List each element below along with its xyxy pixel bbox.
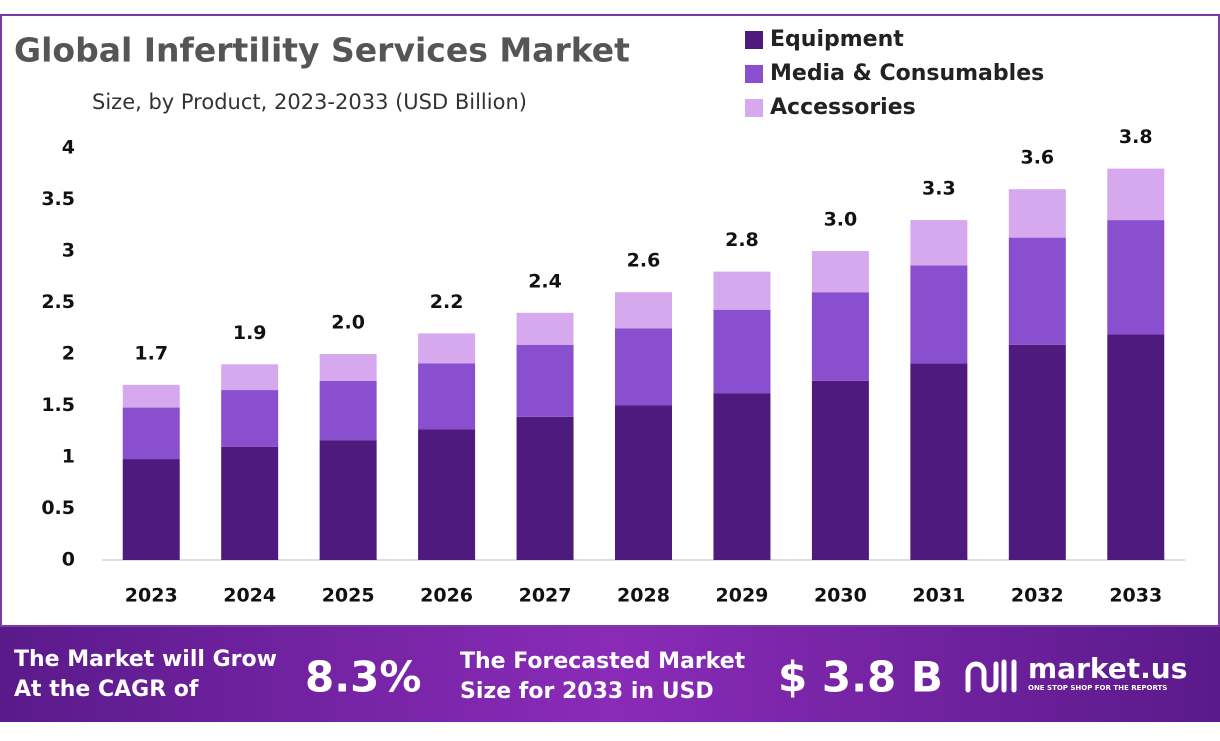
y-tick-label: 3 <box>62 240 75 262</box>
x-tick-label: 2025 <box>322 585 375 607</box>
chart-title: Global Infertility Services Market <box>14 31 630 70</box>
x-tick-label: 2027 <box>519 585 572 607</box>
bar-segment <box>713 271 771 310</box>
brand-logo <box>965 659 1017 693</box>
bar-segment <box>811 380 869 560</box>
footer-text: The Market will Grow <box>14 647 277 672</box>
y-tick-label: 0 <box>62 549 75 571</box>
y-tick-label: 2.5 <box>41 291 75 313</box>
total-label: 2.8 <box>725 229 759 251</box>
legend-swatch <box>745 65 763 83</box>
bar-segment <box>615 328 672 406</box>
y-tick-label: 1.5 <box>41 394 75 416</box>
bar-segment <box>1008 237 1066 345</box>
x-tick-label: 2029 <box>716 585 769 607</box>
bar-segment <box>1008 344 1066 560</box>
legend-label: Equipment <box>770 27 904 52</box>
x-tick-label: 2032 <box>1011 585 1064 607</box>
bar-segment <box>713 393 771 560</box>
chart-border <box>0 14 1220 627</box>
bar-segment <box>319 354 377 381</box>
footer-text: At the CAGR of <box>14 677 199 702</box>
total-label: 2.4 <box>528 270 562 292</box>
total-label: 3.3 <box>922 178 956 200</box>
bar-segment <box>221 390 279 447</box>
brand-name: market.us <box>1028 652 1187 685</box>
bar-segment <box>319 380 377 441</box>
bar-segment <box>418 333 476 364</box>
bar-segment <box>516 344 574 417</box>
y-tick-label: 0.5 <box>41 497 75 519</box>
legend-swatch <box>745 31 763 49</box>
bar-segment <box>1008 189 1066 238</box>
bar-segment <box>910 220 968 266</box>
forecast-value: $ 3.8 B <box>778 653 943 702</box>
bar-segment <box>713 309 771 394</box>
x-tick-label: 2033 <box>1109 585 1162 607</box>
total-label: 2.2 <box>430 291 464 313</box>
bar-segment <box>221 364 279 391</box>
bar-segment <box>811 292 869 381</box>
brand-tagline: ONE STOP SHOP FOR THE REPORTS <box>1028 684 1167 692</box>
footer-band <box>0 627 1220 722</box>
bar-segment <box>418 429 476 560</box>
footer-text: The Forecasted Market <box>460 649 746 674</box>
total-label: 3.6 <box>1020 147 1054 169</box>
y-tick-label: 2 <box>62 343 75 365</box>
total-label: 2.0 <box>331 312 365 334</box>
chart-subtitle: Size, by Product, 2023-2033 (USD Billion… <box>92 90 527 114</box>
total-label: 1.9 <box>233 322 267 344</box>
y-tick-label: 3.5 <box>41 188 75 210</box>
legend-swatch <box>745 99 763 117</box>
bar-segment <box>1107 220 1165 335</box>
bar-segment <box>1107 334 1165 560</box>
y-tick-label: 1 <box>62 446 75 468</box>
total-label: 3.8 <box>1119 126 1153 148</box>
bar-segment <box>615 292 672 329</box>
footer: The Market will Grow At the CAGR of 8.3%… <box>14 647 1187 704</box>
cagr-value: 8.3% <box>305 653 421 702</box>
total-label: 2.6 <box>627 250 661 272</box>
total-label: 1.7 <box>134 342 168 364</box>
bar-segment <box>122 407 180 460</box>
x-tick-label: 2024 <box>223 585 276 607</box>
bar-segment <box>122 459 180 560</box>
bar-segment <box>910 363 968 560</box>
footer-text: Size for 2033 in USD <box>460 679 714 704</box>
x-tick-label: 2028 <box>617 585 670 607</box>
legend-label: Media & Consumables <box>770 61 1044 86</box>
bar-segment <box>516 416 574 560</box>
x-tick-label: 2030 <box>814 585 867 607</box>
bar-segment <box>910 265 968 364</box>
bar-segment <box>516 312 574 345</box>
bar-segment <box>122 384 180 408</box>
bar-segment <box>319 440 377 560</box>
legend-label: Accessories <box>770 95 916 120</box>
bar-segment <box>1107 168 1165 221</box>
y-tick-label: 4 <box>62 137 75 159</box>
x-tick-label: 2031 <box>912 585 965 607</box>
total-label: 3.0 <box>824 209 858 231</box>
x-tick-label: 2026 <box>420 585 473 607</box>
bar-segment <box>221 446 279 560</box>
x-tick-label: 2023 <box>125 585 178 607</box>
bar-segment <box>615 405 672 560</box>
bar-segment <box>418 363 476 430</box>
bar-segment <box>811 251 869 293</box>
